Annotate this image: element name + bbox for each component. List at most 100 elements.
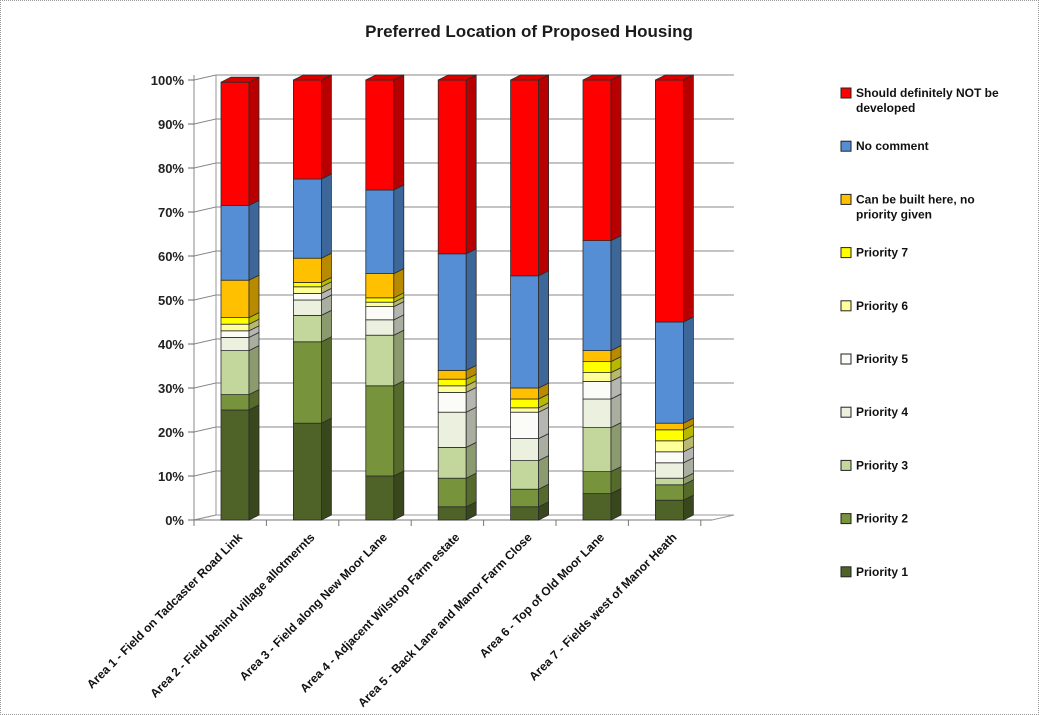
bar-segment [582,421,622,473]
bar-side [610,421,622,473]
y-tick-label: 10% [158,469,184,484]
bar-front [437,477,467,508]
legend-label: Can be built here, no [856,192,975,206]
bar-segment [510,483,549,508]
legend-swatch [840,87,852,99]
bar-segment [220,344,260,396]
bar-front [582,398,612,429]
chart-title: Preferred Location of Proposed Housing [365,22,693,41]
bar-front [582,240,612,352]
bar-stack [655,74,694,521]
bar-segment [220,76,260,207]
bar-side [393,329,405,387]
bar-segment [582,234,622,352]
bar-front [655,79,684,323]
bar-front [437,506,467,521]
legend-swatch [840,300,852,312]
bar-front [510,438,540,462]
bars [220,74,694,521]
bar-side [248,76,260,207]
y-tick-label: 40% [158,337,184,352]
bar-front [292,79,322,180]
bar-front [510,506,540,521]
legend-swatch [840,193,852,205]
bar-side [393,74,405,191]
bar-segment [510,406,549,440]
y-tick-label: 60% [158,249,184,264]
bar-front [365,79,395,191]
bar-segment [437,406,477,449]
bar-segment [220,388,260,411]
bar-side [465,406,477,449]
bar-front [510,411,540,440]
bar-segment [292,309,332,343]
bar-top [293,74,332,81]
bar-stack [510,74,549,521]
gridline-diagonal [193,338,217,345]
bar-front [510,407,540,413]
bar-side [465,248,477,372]
bar-front [510,275,540,389]
bar-front [292,314,322,343]
bar-segment [437,386,477,413]
y-tick-label: 90% [158,117,184,132]
bar-segment [220,274,260,319]
bar-segment [655,316,694,424]
legend-label: Should definitely NOT be [856,86,999,100]
legend-item: Priority 5 [840,352,908,366]
bar-side [538,74,549,277]
bar-segment [365,184,405,275]
bar-front [292,341,322,424]
y-tick-label: 20% [158,425,184,440]
legend-item: Priority 7 [840,246,908,260]
gridline-diagonal [193,426,217,433]
bar-segment [437,501,477,521]
bar-front [220,336,250,351]
bar-segment [437,74,477,255]
bar-side [320,74,332,180]
bar-segment [582,74,622,242]
bar-front [292,257,322,283]
bar-segment [292,173,332,259]
bar-segment [510,454,549,490]
bar-segment [437,248,477,372]
bar-segment [655,494,694,521]
gridline-diagonal [193,206,217,213]
legend-item: Priority 3 [840,458,908,472]
bar-front [510,460,540,490]
bar-segment [292,336,332,424]
legend-label: Priority 7 [856,246,908,260]
bar-front [220,394,250,411]
bar-front [292,281,322,288]
bar-front [220,409,250,521]
y-tick-label: 70% [158,205,184,220]
bar-segment [292,74,332,180]
legend-label: Priority 1 [856,565,908,579]
bar-side [320,173,332,259]
bar-side [248,344,260,396]
bar-front [365,189,395,274]
legend-item: No comment [840,139,929,153]
bar-segment [365,267,405,299]
legend-label: Priority 4 [856,405,908,419]
x-tick-label: Area 3 - Field along New Moor Lane [237,530,390,683]
legend-item: Priority 1 [840,565,908,579]
bar-front [220,81,250,206]
bar-front [582,493,612,521]
legend-swatch [840,140,852,152]
gridline-diagonal [193,162,217,169]
legend-label: developed [856,101,915,115]
legend-label: Priority 2 [856,512,908,526]
bar-front [292,299,322,316]
y-axis-ticks: 0% 10% 20% 30% 40% 50% 60% 70% 80% 90% 100% [151,73,185,528]
bar-front [655,484,684,501]
bar-front [655,321,684,424]
bar-segment [365,470,405,521]
bar-front [292,286,322,294]
bar-front [365,273,395,299]
legend-swatch [840,353,852,365]
bar-side [610,393,622,429]
legend-label: Priority 6 [856,299,908,313]
